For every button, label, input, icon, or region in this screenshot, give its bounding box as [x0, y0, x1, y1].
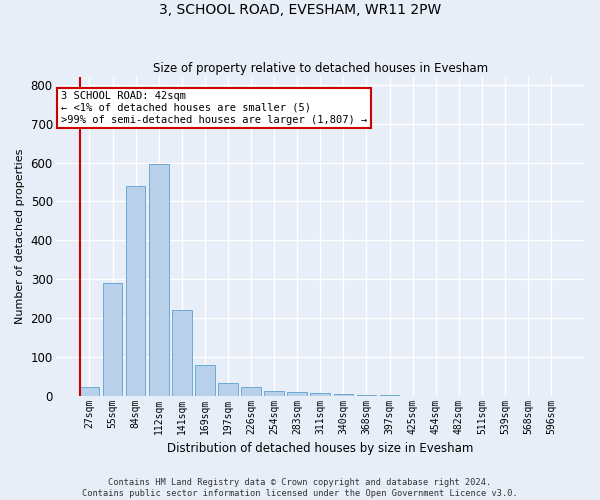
- Title: Size of property relative to detached houses in Evesham: Size of property relative to detached ho…: [153, 62, 488, 74]
- Text: Contains HM Land Registry data © Crown copyright and database right 2024.
Contai: Contains HM Land Registry data © Crown c…: [82, 478, 518, 498]
- Text: 3 SCHOOL ROAD: 42sqm
← <1% of detached houses are smaller (5)
>99% of semi-detac: 3 SCHOOL ROAD: 42sqm ← <1% of detached h…: [61, 92, 367, 124]
- Bar: [126, 186, 145, 396]
- Bar: [287, 392, 307, 396]
- Bar: [103, 283, 122, 396]
- Bar: [172, 310, 191, 396]
- Bar: [241, 387, 261, 396]
- Bar: [195, 364, 215, 396]
- Bar: [80, 387, 99, 396]
- Bar: [265, 391, 284, 396]
- Bar: [310, 392, 330, 396]
- Bar: [218, 383, 238, 396]
- Bar: [149, 164, 169, 396]
- Y-axis label: Number of detached properties: Number of detached properties: [15, 148, 25, 324]
- Bar: [356, 395, 376, 396]
- Bar: [334, 394, 353, 396]
- Text: 3, SCHOOL ROAD, EVESHAM, WR11 2PW: 3, SCHOOL ROAD, EVESHAM, WR11 2PW: [159, 2, 441, 16]
- Bar: [380, 395, 400, 396]
- X-axis label: Distribution of detached houses by size in Evesham: Distribution of detached houses by size …: [167, 442, 473, 455]
